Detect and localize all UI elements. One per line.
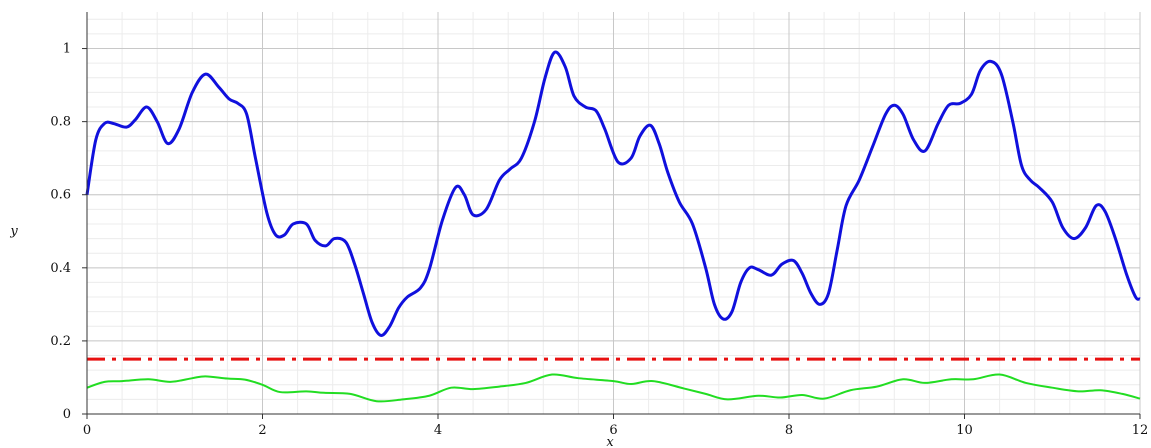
y-axis-title: y xyxy=(9,224,18,239)
x-tick-label: 12 xyxy=(1132,423,1149,438)
x-tick-label: 10 xyxy=(956,423,973,438)
grid xyxy=(86,12,1141,415)
series-group xyxy=(85,50,1141,403)
y-tick-label: 1 xyxy=(63,42,71,57)
axes xyxy=(82,12,1141,419)
y-tick-label: 0.2 xyxy=(50,334,71,349)
y-tick-label: 0 xyxy=(63,407,71,422)
x-tick-label: 6 xyxy=(609,423,617,438)
x-tick-label: 2 xyxy=(258,423,266,438)
x-tick-label: 4 xyxy=(434,423,442,438)
y-tick-label: 0.6 xyxy=(50,188,71,203)
tick-labels: 0 2 4 6 8 10 12 0 0.2 0.4 0.6 0.8 1 xyxy=(50,42,1148,438)
x-tick-label: 0 xyxy=(83,423,91,438)
x-tick-label: 8 xyxy=(785,423,793,438)
series-line-green xyxy=(86,373,1141,403)
y-tick-label: 0.8 xyxy=(50,115,71,130)
y-tick-label: 0.4 xyxy=(50,261,71,276)
x-axis-title: x xyxy=(606,435,614,448)
series-line-blue xyxy=(85,50,1141,337)
